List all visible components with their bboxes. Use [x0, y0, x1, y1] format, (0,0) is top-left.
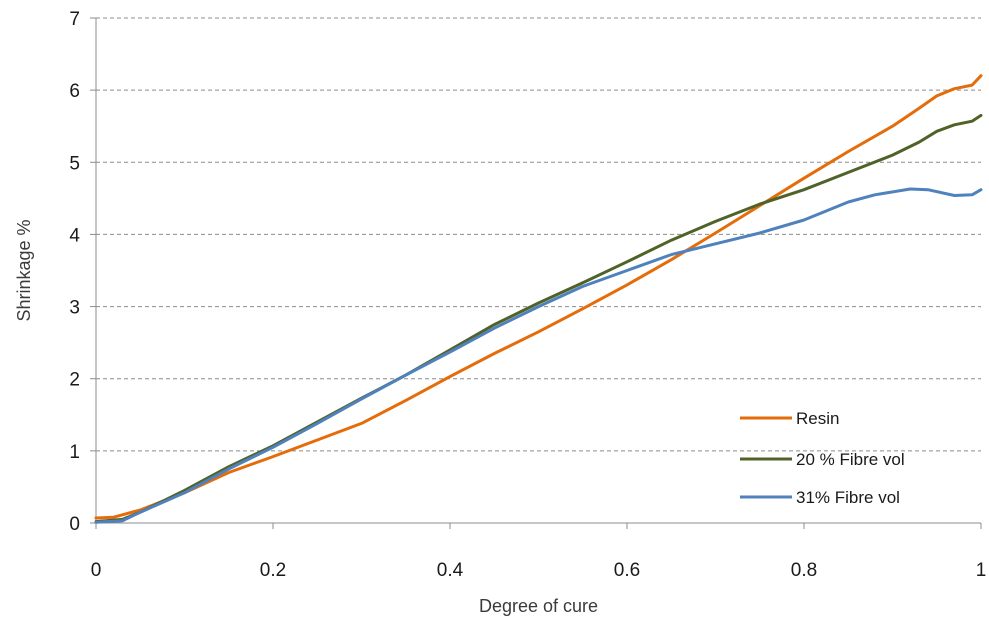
- x-tick-label: 0.4: [437, 560, 464, 581]
- x-tick-label: 0.6: [614, 560, 640, 581]
- axes: [90, 17, 982, 529]
- series-lines: [94, 74, 983, 524]
- x-tick-labels: 0 0.2 0.4 0.6 0.8 1: [91, 560, 987, 581]
- legend-label-1: 20 % Fibre vol: [796, 450, 905, 469]
- y-tick-label: 2: [69, 370, 80, 391]
- y-tick-labels: 0 1 2 3 4 5 6 7: [69, 9, 80, 535]
- series-line-2: [94, 187, 983, 524]
- x-tick-label: 1: [976, 560, 987, 581]
- y-tick-label: 1: [69, 442, 80, 463]
- grid-lines: [96, 17, 981, 452]
- y-tick-label: 6: [69, 81, 80, 102]
- x-axis-title: Degree of cure: [479, 596, 598, 616]
- x-tick-label: 0.8: [791, 560, 817, 581]
- legend: Resin 20 % Fibre vol 31% Fibre vol: [740, 409, 905, 507]
- y-tick-label: 3: [69, 298, 80, 319]
- x-tick-label: 0.2: [260, 560, 286, 581]
- y-tick-label: 4: [69, 225, 80, 246]
- legend-label-2: 31% Fibre vol: [796, 488, 900, 507]
- y-axis-title: Shrinkage %: [14, 219, 34, 321]
- y-tick-label: 5: [69, 153, 80, 174]
- x-tick-label: 0: [91, 560, 102, 581]
- y-tick-label: 0: [69, 514, 80, 535]
- series-line-0: [94, 74, 983, 520]
- legend-label-0: Resin: [796, 409, 839, 428]
- y-tick-label: 7: [69, 9, 80, 30]
- series-line-1: [94, 113, 983, 524]
